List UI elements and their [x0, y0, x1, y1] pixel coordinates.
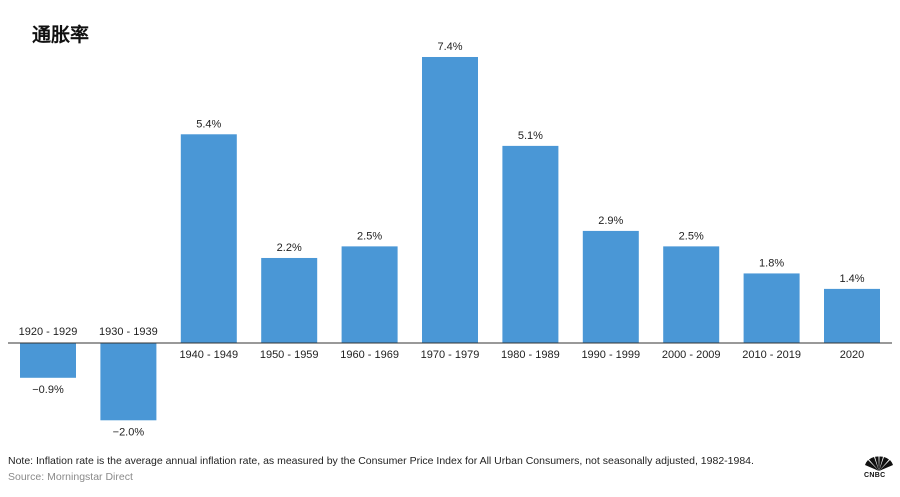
bar: [341, 246, 398, 343]
category-label: 1930 - 1939: [99, 326, 158, 338]
category-label: 2020: [840, 349, 864, 361]
bar: [824, 288, 880, 343]
data-label: 2.5%: [357, 230, 382, 242]
category-label: 1920 - 1929: [19, 326, 78, 338]
bar: [422, 56, 478, 344]
data-label: 5.1%: [518, 130, 543, 142]
data-label: 7.4%: [437, 41, 462, 53]
data-label: −2.0%: [113, 426, 145, 438]
category-label: 1980 - 1989: [501, 349, 560, 361]
category-label: 1970 - 1979: [421, 349, 480, 361]
bar: [663, 246, 720, 343]
bar: [743, 273, 800, 343]
data-label: 1.4%: [839, 273, 864, 285]
bar: [502, 145, 559, 343]
category-label: 2000 - 2009: [662, 349, 721, 361]
bar: [20, 343, 76, 378]
cnbc-peacock-icon: [865, 456, 893, 471]
source-note: Source: Morningstar Direct: [8, 471, 133, 483]
data-label: 1.8%: [759, 257, 784, 269]
category-label: 1990 - 1999: [581, 349, 640, 361]
data-label: 2.5%: [679, 230, 704, 242]
category-label: 1940 - 1949: [179, 349, 238, 361]
bar: [100, 343, 157, 421]
category-label: 2010 - 2019: [742, 349, 801, 361]
footnote: Note: Inflation rate is the average annu…: [8, 455, 754, 467]
logo-text: CNBC: [864, 472, 886, 479]
chart-title: 通胀率: [32, 24, 90, 46]
bar: [180, 134, 237, 343]
data-label: 5.4%: [196, 118, 221, 130]
data-label: 2.2%: [277, 242, 302, 254]
bar: [261, 257, 318, 343]
data-label: −0.9%: [32, 384, 64, 396]
data-label: 2.9%: [598, 215, 623, 227]
bar: [582, 230, 639, 343]
category-label: 1950 - 1959: [260, 349, 319, 361]
category-label: 1960 - 1969: [340, 349, 399, 361]
